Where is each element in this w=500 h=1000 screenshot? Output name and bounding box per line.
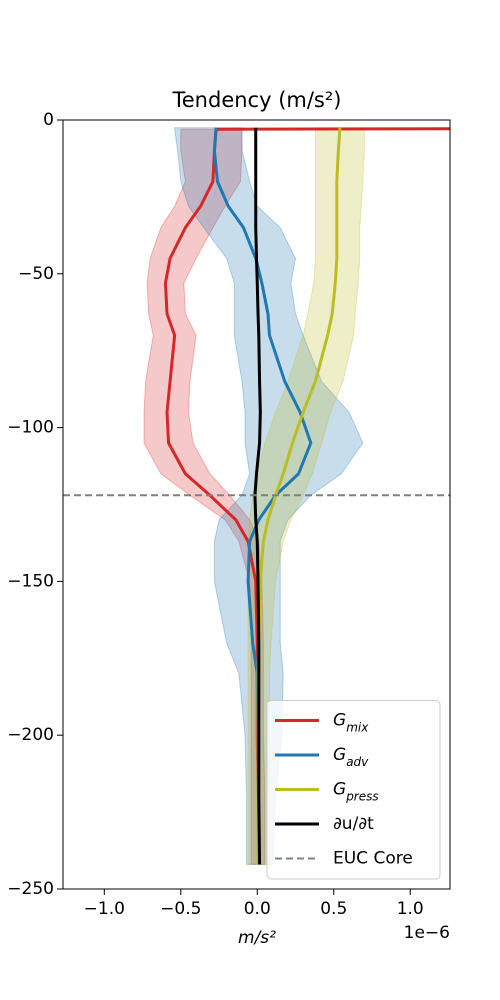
- legend-label: EUC Core: [333, 849, 413, 869]
- y-tick-label: −150: [7, 571, 54, 591]
- x-axis-label: m/s²: [238, 928, 276, 948]
- x-tick-label: 1.0: [397, 899, 424, 919]
- axes-frame: [62, 119, 451, 890]
- legend-box: [266, 700, 441, 880]
- legend-label: Gpress: [333, 780, 379, 804]
- y-tick-label: 0: [43, 110, 54, 130]
- spread-band: [143, 128, 266, 865]
- x-offset-label: 1e−6: [404, 923, 450, 943]
- x-tick-label: −0.5: [160, 899, 201, 919]
- spread-band: [174, 127, 364, 865]
- legend: Gmix Gadv Gpress ∂u/∂t EUC Core: [266, 700, 441, 880]
- y-tick-label: −250: [7, 879, 54, 899]
- profile-line: [253, 127, 262, 865]
- spread-band: [247, 127, 365, 865]
- x-tick-label: 0.5: [320, 899, 347, 919]
- legend-label: Gadv: [333, 745, 369, 769]
- chart-title: Tendency (m/s²): [172, 88, 342, 112]
- profile-line: [212, 127, 313, 865]
- x-tick-label: −1.0: [84, 899, 125, 919]
- legend-label: ∂u/∂t: [333, 814, 374, 834]
- y-tick-label: −200: [7, 725, 54, 745]
- y-tick-label: −100: [7, 418, 54, 438]
- plot-area: [143, 127, 450, 865]
- y-tick-label: −50: [18, 264, 54, 284]
- x-tick-label: 0.0: [244, 899, 271, 919]
- legend-label: Gmix: [333, 711, 369, 735]
